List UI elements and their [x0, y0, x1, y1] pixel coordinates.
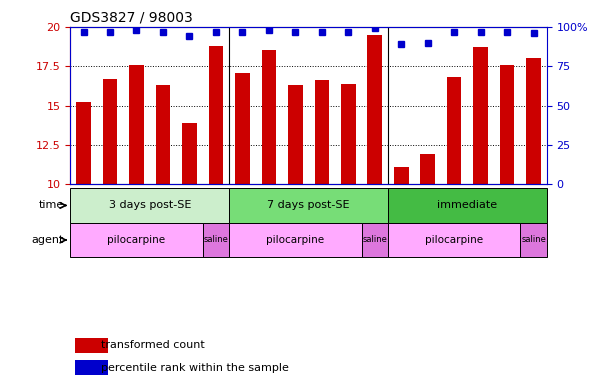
Bar — [474, 47, 488, 184]
Bar — [208, 46, 223, 184]
Bar — [203, 223, 229, 257]
Text: time: time — [39, 200, 64, 210]
Bar — [129, 65, 144, 184]
Bar — [315, 80, 329, 184]
Text: GDS3827 / 98003: GDS3827 / 98003 — [70, 10, 193, 24]
Bar — [341, 84, 356, 184]
Bar — [229, 223, 362, 257]
Bar — [367, 35, 382, 184]
Bar — [420, 154, 435, 184]
Text: saline: saline — [521, 235, 546, 245]
Bar — [526, 58, 541, 184]
Text: agent: agent — [32, 235, 64, 245]
Text: immediate: immediate — [437, 200, 497, 210]
Text: pilocarpine: pilocarpine — [266, 235, 324, 245]
Bar — [500, 65, 514, 184]
Bar — [75, 338, 109, 353]
Bar — [156, 85, 170, 184]
Text: pilocarpine: pilocarpine — [425, 235, 483, 245]
Bar — [521, 223, 547, 257]
Bar — [288, 85, 302, 184]
Text: 3 days post-SE: 3 days post-SE — [109, 200, 191, 210]
Bar — [388, 223, 521, 257]
Bar — [70, 188, 229, 223]
Bar — [394, 167, 409, 184]
Text: percentile rank within the sample: percentile rank within the sample — [101, 362, 289, 373]
Bar — [447, 77, 461, 184]
Bar — [182, 123, 197, 184]
Text: saline: saline — [362, 235, 387, 245]
Bar — [388, 188, 547, 223]
Text: saline: saline — [203, 235, 229, 245]
Bar — [75, 360, 109, 375]
Bar — [76, 103, 91, 184]
Bar — [262, 50, 276, 184]
Bar — [103, 79, 117, 184]
Bar — [362, 223, 388, 257]
Bar — [70, 223, 203, 257]
Bar — [235, 73, 250, 184]
Text: pilocarpine: pilocarpine — [108, 235, 166, 245]
Bar — [229, 188, 388, 223]
Text: 7 days post-SE: 7 days post-SE — [267, 200, 350, 210]
Text: transformed count: transformed count — [101, 340, 205, 350]
